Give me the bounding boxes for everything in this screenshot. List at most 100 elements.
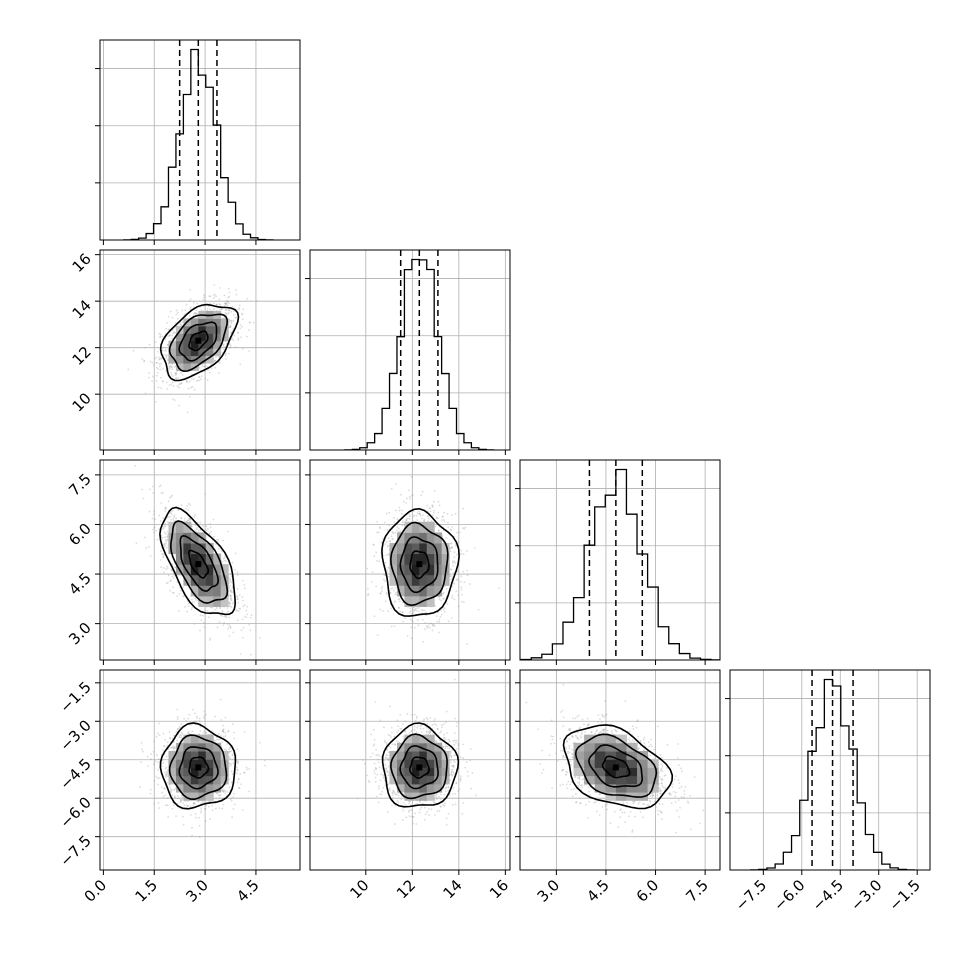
scatter-point [231,758,234,761]
density-cell [190,564,199,576]
scatter-point [391,804,393,807]
scatter-point [649,743,652,746]
scatter-point [221,790,224,792]
scatter-point [180,734,183,737]
scatter-point [207,527,209,530]
scatter-point [387,553,390,556]
scatter-point [606,808,608,811]
panel-1-1 [305,249,511,455]
scatter-point [177,377,180,379]
density-cell [175,542,184,555]
density-cell [205,574,214,586]
scatter-point [648,804,650,807]
scatter-point [219,794,222,797]
density-cell [220,767,229,777]
scatter-point [158,332,161,335]
scatter-point [601,805,604,808]
scatter-point [377,531,380,534]
scatter-point [173,740,175,743]
scatter-point [448,740,451,742]
scatter-point [656,793,659,796]
scatter-point [454,512,457,515]
scatter-point [224,302,227,305]
scatter-point [186,610,188,613]
scatter-point [181,586,184,589]
scatter-point [203,626,206,629]
scatter-point [224,792,227,795]
density-cell [198,355,207,364]
scatter-point [452,764,455,767]
density-cell [168,348,177,357]
scatter-point [565,773,568,776]
scatter-point [208,371,211,374]
scatter-point [239,324,242,326]
scatter-point [228,295,231,298]
scatter-point [411,619,413,622]
scatter-point [228,601,231,604]
density-cell [426,742,435,752]
scatter-point [155,379,158,382]
density-cell [175,355,184,364]
scatter-point [400,798,403,801]
scatter-point [188,517,191,520]
scatter-point [387,610,390,612]
scatter-point [643,749,645,752]
scatter-point [401,806,404,809]
scatter-point [653,748,655,751]
scatter-point [161,759,164,762]
density-cell [175,775,184,785]
scatter-point [382,774,385,777]
scatter-point [172,591,175,594]
x-tick-label: 4.5 [233,876,263,906]
scatter-point [611,732,613,734]
scatter-point [175,309,178,312]
scatter-point [226,743,229,745]
scatter-point [230,589,233,592]
scatter-point [172,332,174,334]
scatter-point [418,513,421,516]
scatter-point [432,500,435,503]
scatter-point [227,309,230,312]
scatter-point [396,526,399,528]
scatter-point [164,543,167,545]
scatter-point [390,736,392,739]
scatter-point [239,363,242,366]
density-cell [584,742,596,752]
scatter-point [220,745,223,748]
scatter-point [154,341,157,344]
scatter-point [157,783,159,786]
scatter-point [149,360,152,363]
scatter-point [194,812,197,815]
scatter-point [568,751,571,754]
scatter-point [214,293,216,296]
scatter-point [460,552,463,555]
scatter-point [436,798,438,800]
scatter-point [154,357,157,360]
scatter-point [445,786,448,789]
scatter-point [658,771,661,774]
scatter-point [159,550,162,552]
scatter-point [453,582,456,585]
scatter-point [208,295,211,297]
scatter-point [227,627,230,630]
scatter-point [578,728,581,730]
scatter-point [450,578,453,581]
scatter-point [469,583,471,585]
scatter-point [230,590,232,593]
scatter-point [431,504,434,507]
scatter-point [567,750,569,753]
scatter-point [680,785,683,788]
density-cell [411,542,420,555]
scatter-point [166,535,169,537]
density-cell [426,783,435,793]
y-tick-label: 7.5 [65,470,95,500]
scatter-point [578,783,581,785]
scatter-point [397,729,400,732]
scatter-point [398,597,401,600]
scatter-point [149,555,152,557]
density-cell [434,553,443,565]
density-cell [396,574,405,586]
scatter-point [680,767,682,770]
scatter-point [577,776,579,779]
scatter-point [235,289,237,291]
